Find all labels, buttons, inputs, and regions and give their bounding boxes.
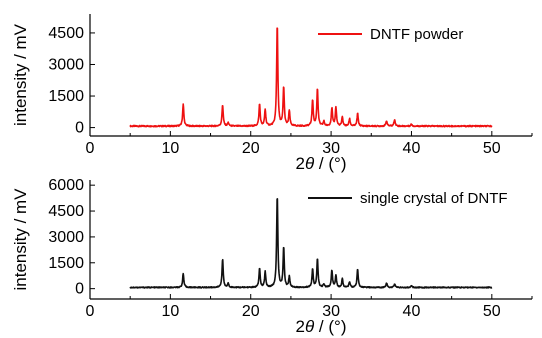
x-tick-label: 40 bbox=[403, 140, 421, 157]
x-tick-label: 0 bbox=[86, 140, 95, 157]
top-panel: 0 10 20 30 40 50 0 1500 3000 4500 intensity / mV 2θ… bbox=[11, 14, 533, 173]
x-tick-label: 0 bbox=[86, 303, 95, 320]
y-tick-label: 6000 bbox=[48, 177, 84, 194]
y-axis-label: intensity / mV bbox=[11, 188, 30, 291]
x-axis-label-prefix: 2 bbox=[296, 317, 305, 336]
legend-label: single crystal of DNTF bbox=[360, 190, 508, 207]
y-tick-label: 3000 bbox=[48, 56, 84, 73]
x-tick-label: 10 bbox=[161, 140, 179, 157]
series-line bbox=[129, 198, 493, 289]
series-line bbox=[129, 27, 493, 128]
x-tick-label: 20 bbox=[242, 140, 260, 157]
y-tick-label: 4500 bbox=[48, 25, 84, 42]
y-tick-label: 0 bbox=[75, 120, 84, 137]
y-tick-label: 1500 bbox=[48, 255, 84, 272]
y-tick-label: 1500 bbox=[48, 88, 84, 105]
x-axis-label-symbol: θ bbox=[305, 317, 315, 336]
x-tick-label: 20 bbox=[242, 303, 260, 320]
y-tick-label: 3000 bbox=[48, 229, 84, 246]
x-tick-label: 40 bbox=[403, 303, 421, 320]
x-axis-label: 2θ / (°) bbox=[296, 317, 347, 336]
bottom-panel: 0 10 20 30 40 50 0 1500 3000 4500 6000 intensity / … bbox=[11, 177, 533, 336]
x-tick-label: 30 bbox=[322, 140, 340, 157]
x-axis-label: 2θ / (°) bbox=[296, 154, 347, 173]
legend-label: DNTF powder bbox=[370, 26, 463, 43]
x-tick-label: 50 bbox=[483, 303, 501, 320]
x-axis-label-suffix: / (°) bbox=[314, 317, 346, 336]
x-axis-label-prefix: 2 bbox=[296, 154, 305, 173]
x-tick-label: 30 bbox=[322, 303, 340, 320]
x-tick-label: 10 bbox=[161, 303, 179, 320]
y-axis-label: intensity / mV bbox=[11, 23, 30, 126]
x-axis-label-suffix: / (°) bbox=[314, 154, 346, 173]
x-axis-label-symbol: θ bbox=[305, 154, 315, 173]
x-tick-label: 50 bbox=[483, 140, 501, 157]
y-tick-label: 4500 bbox=[48, 203, 84, 220]
y-tick-label: 0 bbox=[75, 281, 84, 298]
